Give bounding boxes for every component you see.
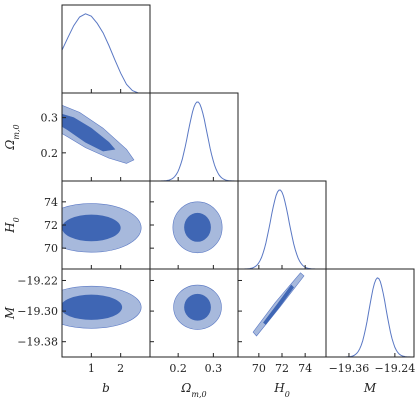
contour-Om-M bbox=[173, 284, 222, 330]
y-axis-label-Om: Ωm,0 bbox=[3, 124, 21, 150]
contour-inner-1sigma bbox=[184, 293, 211, 321]
contour-inner-1sigma bbox=[62, 214, 121, 242]
marginal-H0 bbox=[238, 189, 326, 269]
marginal-curve bbox=[326, 277, 414, 357]
y-tick-label: 72 bbox=[44, 219, 58, 232]
contour-inner-1sigma bbox=[184, 212, 211, 242]
x-tick-label: −19.36 bbox=[329, 362, 370, 375]
contour-b-H0 bbox=[62, 203, 142, 253]
marginal-b bbox=[62, 13, 139, 93]
y-tick-label: 74 bbox=[44, 196, 58, 209]
panel-frame bbox=[237, 180, 327, 270]
marginal-Om bbox=[150, 101, 238, 181]
axis-label-main: H bbox=[273, 381, 285, 395]
axis-label-main: Ω bbox=[3, 140, 17, 151]
contour-inner-1sigma bbox=[62, 113, 116, 152]
x-tick-label: 1 bbox=[88, 362, 95, 375]
marginal-curve bbox=[62, 13, 139, 93]
x-tick-label: 2 bbox=[117, 362, 124, 375]
x-tick-label: −19.24 bbox=[375, 362, 415, 375]
axis-label-sub: 0 bbox=[12, 217, 21, 222]
axis-label-sub: m,0 bbox=[12, 124, 21, 139]
contour-Om-H0 bbox=[172, 201, 223, 254]
x-axis-label-b: b bbox=[102, 381, 110, 395]
x-axis-label-M: M bbox=[363, 381, 377, 395]
contour-b-M bbox=[62, 285, 142, 329]
axis-label-sub: m,0 bbox=[191, 390, 206, 399]
panel-frame bbox=[61, 4, 151, 94]
y-tick-label: 0.3 bbox=[41, 112, 59, 125]
contour-inner-1sigma bbox=[62, 294, 123, 320]
y-axis-label-H0: H0 bbox=[3, 217, 21, 234]
contour-b-Om bbox=[62, 104, 135, 164]
y-tick-label: −19.38 bbox=[17, 336, 58, 349]
x-tick-label: 72 bbox=[275, 362, 289, 375]
panel-frame bbox=[325, 268, 415, 358]
y-tick-label: −19.30 bbox=[17, 305, 58, 318]
x-tick-label: 0.3 bbox=[205, 362, 223, 375]
x-tick-label: 74 bbox=[298, 362, 312, 375]
marginal-M bbox=[326, 277, 414, 357]
y-tick-label: 70 bbox=[44, 242, 58, 255]
axis-label-sub: 0 bbox=[285, 390, 290, 399]
x-axis-label-H0: H0 bbox=[273, 381, 290, 399]
x-axis-label-Om: Ωm,0 bbox=[180, 381, 206, 399]
axis-label-main: H bbox=[3, 222, 17, 234]
y-axis-label-M: M bbox=[3, 306, 17, 320]
y-tick-label: 0.2 bbox=[41, 147, 59, 160]
contour-H0-M bbox=[252, 272, 305, 337]
axis-label-main: Ω bbox=[180, 381, 191, 395]
marginal-curve bbox=[238, 189, 326, 269]
panel-frame bbox=[237, 268, 327, 358]
contour-inner-1sigma bbox=[263, 284, 294, 325]
marginal-curve bbox=[150, 101, 238, 181]
x-tick-label: 70 bbox=[252, 362, 266, 375]
x-tick-label: 0.2 bbox=[169, 362, 187, 375]
y-tick-label: −19.22 bbox=[17, 274, 58, 287]
